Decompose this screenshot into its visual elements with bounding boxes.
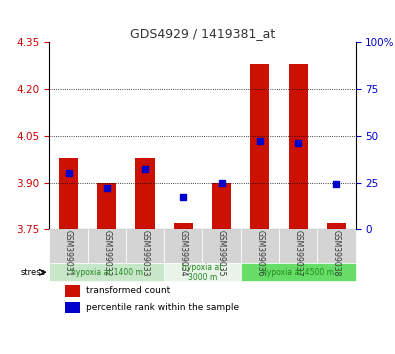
FancyBboxPatch shape: [241, 229, 279, 263]
Title: GDS4929 / 1419381_at: GDS4929 / 1419381_at: [130, 27, 275, 40]
Bar: [65, 302, 80, 313]
Text: GSM399037: GSM399037: [293, 230, 303, 277]
FancyBboxPatch shape: [126, 229, 164, 263]
FancyBboxPatch shape: [49, 263, 164, 281]
FancyBboxPatch shape: [49, 229, 88, 263]
Text: stress: stress: [21, 268, 45, 277]
Text: hypoxia at
3000 m: hypoxia at 3000 m: [182, 263, 223, 282]
FancyBboxPatch shape: [279, 229, 317, 263]
Text: GSM399038: GSM399038: [332, 230, 341, 276]
Text: GSM399032: GSM399032: [102, 230, 111, 276]
FancyBboxPatch shape: [164, 263, 241, 281]
Text: GSM399034: GSM399034: [179, 230, 188, 277]
Bar: [97, 183, 117, 229]
FancyBboxPatch shape: [202, 229, 241, 263]
Bar: [327, 223, 346, 229]
Bar: [59, 158, 78, 229]
FancyBboxPatch shape: [88, 229, 126, 263]
FancyBboxPatch shape: [317, 229, 356, 263]
Text: GSM399035: GSM399035: [217, 230, 226, 277]
Bar: [65, 285, 80, 297]
Text: hypoxia at 1400 m: hypoxia at 1400 m: [71, 268, 143, 277]
Text: hypoxia at 4500 m: hypoxia at 4500 m: [262, 268, 334, 277]
FancyBboxPatch shape: [164, 229, 202, 263]
Bar: [288, 64, 308, 229]
Text: GSM399033: GSM399033: [141, 230, 150, 277]
Bar: [250, 64, 269, 229]
Text: percentile rank within the sample: percentile rank within the sample: [86, 303, 239, 312]
FancyBboxPatch shape: [241, 263, 356, 281]
Bar: [135, 158, 154, 229]
Text: GSM399031: GSM399031: [64, 230, 73, 276]
Text: GSM399036: GSM399036: [255, 230, 264, 277]
Bar: [212, 183, 231, 229]
Text: transformed count: transformed count: [86, 286, 170, 295]
Bar: [174, 223, 193, 229]
